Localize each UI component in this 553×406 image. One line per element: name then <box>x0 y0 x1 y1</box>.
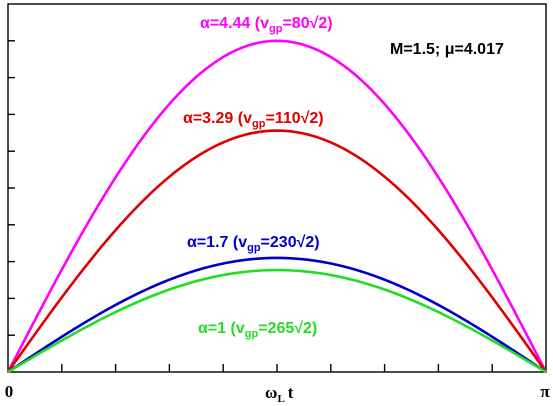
series-label-green: α=1 (vgp=265√2) <box>198 320 317 340</box>
plot-frame <box>7 3 547 373</box>
x-tick-label-pi: π <box>540 382 550 401</box>
series-line-green <box>7 268 547 374</box>
series-lines <box>6 39 548 374</box>
series-line-red <box>6 129 548 373</box>
series-line-magenta <box>6 39 548 373</box>
series-line-blue <box>7 256 547 374</box>
parameter-annotation: M=1.5; μ=4.017 <box>390 41 504 58</box>
series-label-blue: α=1.7 (vgp=230√2) <box>187 234 320 254</box>
series-label-red: α=3.29 (vgp=110√2) <box>183 110 324 130</box>
series-label-magenta: α=4.44 (vgp=80√2) <box>200 15 333 35</box>
axis-ticks <box>8 40 493 372</box>
x-axis-label: ωL t <box>265 383 294 405</box>
x-tick-label-0: 0 <box>5 382 14 401</box>
